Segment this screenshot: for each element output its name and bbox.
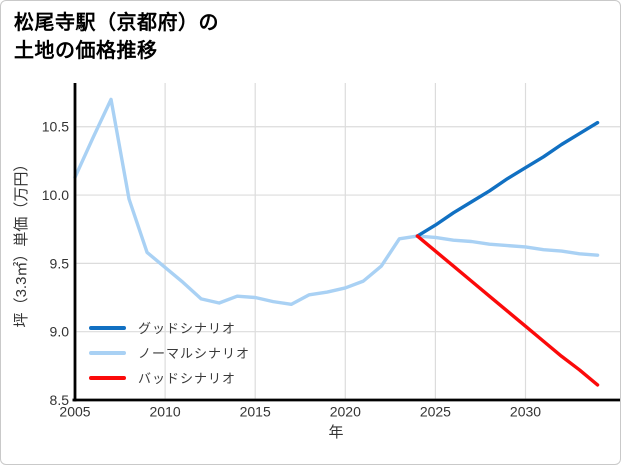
legend-line-normal-scenario (89, 350, 126, 355)
legend-label-good-scenario: グッドシナリオ (138, 321, 237, 336)
legend: グッドシナリオ ノーマルシナリオ バッドシナリオ (89, 315, 250, 390)
x-tick-label: 2015 (240, 404, 271, 420)
good-scenario-line (415, 120, 600, 238)
y-tick-label: 8.5 (50, 392, 70, 408)
y-tick-label: 10.0 (42, 187, 69, 203)
normal-scenario-line (73, 97, 600, 307)
chart-title-line1: 松尾寺駅（京都府）の (14, 12, 219, 34)
bad-scenario-line (415, 234, 600, 387)
y-tick-label: 9.5 (50, 255, 70, 271)
legend-item-good-scenario: グッドシナリオ (89, 315, 250, 340)
x-tick-label: 2025 (420, 404, 451, 420)
y-tick-label: 9.0 (50, 324, 70, 340)
chart-title: 松尾寺駅（京都府）の 土地の価格推移 (14, 9, 219, 65)
x-axis-label: 年 (328, 424, 344, 441)
x-tick-label: 2030 (510, 404, 541, 420)
y-tick-label: 10.5 (42, 119, 69, 135)
legend-line-bad-scenario (89, 375, 126, 380)
legend-line-good-scenario (89, 325, 126, 330)
x-tick-label: 2020 (330, 404, 361, 420)
x-tick-label: 2010 (150, 404, 181, 420)
x-tick-label: 2005 (59, 404, 90, 420)
legend-item-normal-scenario: ノーマルシナリオ (89, 340, 250, 365)
legend-label-normal-scenario: ノーマルシナリオ (138, 346, 251, 361)
legend-item-bad-scenario: バッドシナリオ (89, 365, 250, 390)
chart-title-line2: 土地の価格推移 (14, 40, 158, 62)
legend-label-bad-scenario: バッドシナリオ (138, 371, 237, 386)
